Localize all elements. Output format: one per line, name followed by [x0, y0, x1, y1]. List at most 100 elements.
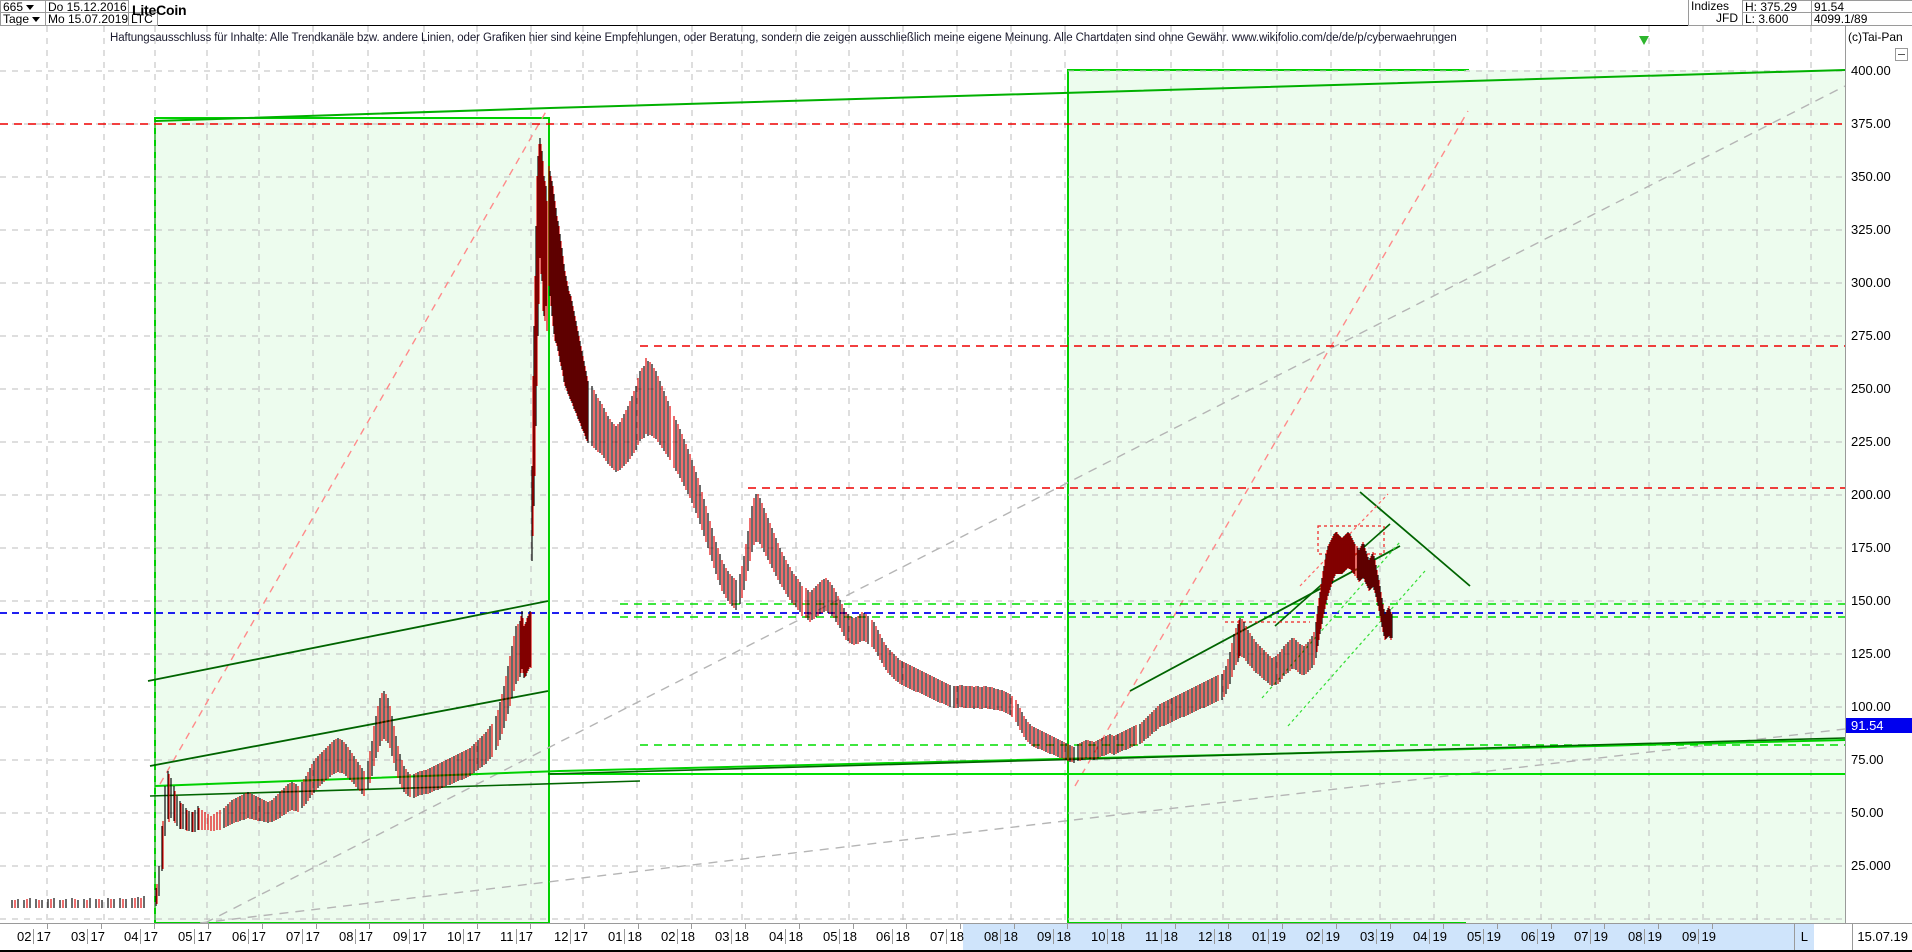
- y-tick-250: 250.00: [1851, 381, 1891, 396]
- segment-2018-11-capitulation: [1015, 700, 1073, 762]
- chevron-down-icon-2: [32, 17, 41, 23]
- date-tick-08-17: [369, 924, 370, 929]
- segment-2017-04-rally-down: [156, 774, 221, 904]
- date-label-year: 19: [1698, 929, 1716, 944]
- date-label-month: 04: [124, 929, 139, 944]
- date-tick-05-17: [208, 924, 209, 929]
- date-label-05-18: 05 18: [823, 929, 857, 944]
- date-label-09-19: 09 19: [1682, 929, 1716, 944]
- date-label-year: 18: [731, 929, 749, 944]
- y-tick-75: 75.00: [1851, 752, 1884, 767]
- ticker-field[interactable]: LTC: [128, 12, 158, 26]
- date-label-month: 05: [1467, 929, 1482, 944]
- date-label-04-19: 04 19: [1413, 929, 1447, 944]
- date-selection-range[interactable]: [963, 924, 1814, 950]
- segment-2017-06-range-up: [223, 782, 297, 828]
- date-label-year: 17: [33, 929, 51, 944]
- date-tick-07-19: [1604, 924, 1605, 929]
- segment-2018-02-up: [591, 361, 669, 472]
- date-label-month: 06: [1521, 929, 1536, 944]
- date-tick-11-18: [1175, 924, 1176, 929]
- segment-2017-09-spike: [367, 691, 409, 796]
- segment-2019-05-cons-down: [1285, 632, 1315, 675]
- date-tick-03-19: [1390, 924, 1391, 929]
- apex-marker-triangle: [1639, 36, 1649, 45]
- segment-2016-12-to-2017-03: [11, 896, 145, 908]
- bars-count-value: 665: [3, 0, 24, 13]
- date-label-year: 17: [194, 929, 212, 944]
- price-scale[interactable]: (c)Tai-Pan 400.00 375.00 350.00 325.00 3…: [1845, 26, 1912, 923]
- segment-2018-11-capitulation-up: [1017, 704, 1075, 763]
- date-tick-01-18: [638, 924, 639, 929]
- interval-value: Tage: [3, 12, 30, 26]
- segment-2018-03-down: [673, 416, 735, 608]
- date-label-10-18: 10 18: [1091, 929, 1125, 944]
- date-label-year: 17: [409, 929, 427, 944]
- date-label-year: 18: [892, 929, 910, 944]
- y-tick-375: 375.00: [1851, 116, 1891, 131]
- date-label-10-17: 10 17: [447, 929, 481, 944]
- segment-2018-03-up: [675, 420, 737, 610]
- segment-2018-10-flat-up: [953, 685, 1011, 715]
- period-low-label: L: 3.600: [1742, 12, 1812, 26]
- date-label-year: 18: [785, 929, 803, 944]
- date-label-month: 07: [286, 929, 301, 944]
- scale-mode-button[interactable]: L: [1793, 924, 1814, 950]
- chart-plot-area[interactable]: [0, 26, 1845, 923]
- date-label-year: 17: [570, 929, 588, 944]
- green-box-2019-right: [1466, 70, 1845, 923]
- interval-dropdown[interactable]: Tage: [0, 12, 46, 26]
- date-tick-11-17: [530, 924, 531, 929]
- date-label-year: 18: [1214, 929, 1232, 944]
- y-tick-100: 100.00: [1851, 699, 1891, 714]
- date-label-year: 17: [463, 929, 481, 944]
- segment-2017-10-base-down: [415, 724, 493, 797]
- date-label-month: 05: [178, 929, 193, 944]
- segment-2018-05-up: [739, 494, 801, 612]
- segment-2018-10-flat-down: [955, 685, 1013, 717]
- date-tick-06-18: [906, 924, 907, 929]
- date-label-08-17: 08 17: [339, 929, 373, 944]
- cursor-date-label: 15.07.19: [1852, 924, 1912, 950]
- date-label-year: 17: [87, 929, 105, 944]
- date-label-year: 18: [1160, 929, 1178, 944]
- provider-text: JFD: [1716, 12, 1738, 25]
- date-label-year: 19: [1322, 929, 1340, 944]
- y-tick-50: 50.00: [1851, 805, 1884, 820]
- dotted-channel-2019-b: [1287, 570, 1426, 727]
- date-label-03-18: 03 18: [715, 929, 749, 944]
- date-to-field[interactable]: Mo 15.07.2019: [45, 12, 129, 26]
- date-label-02-17: 02 17: [17, 929, 51, 944]
- segment-2019-01-base-down: [1079, 725, 1137, 761]
- date-tick-12-18: [1228, 924, 1229, 929]
- date-tick-05-19: [1497, 924, 1498, 929]
- date-to-value: Mo 15.07.2019: [48, 12, 129, 26]
- segment-2019-02-rise-down: [1141, 675, 1219, 743]
- date-tick-01-19: [1282, 924, 1283, 929]
- segment-2018-05-down: [741, 494, 803, 616]
- date-label-year: 19: [1376, 929, 1394, 944]
- date-label-year: 17: [140, 929, 158, 944]
- date-tick-09-18: [1067, 924, 1068, 929]
- segment-2019-05-cons-up: [1283, 636, 1313, 676]
- date-label-06-18: 06 18: [876, 929, 910, 944]
- segment-2019-02-rise-up: [1139, 676, 1217, 744]
- y-tick-300: 300.00: [1851, 275, 1891, 290]
- period-low-text: L: 3.600: [1745, 12, 1789, 26]
- date-label-05-19: 05 19: [1467, 929, 1501, 944]
- y-tick-225: 225.00: [1851, 434, 1891, 449]
- date-scale[interactable]: 02 17 03 17 04 17 05 17 06 17 07 17 08 17 09 17 10 17 11 17…: [0, 923, 1912, 952]
- date-label-year: 17: [355, 929, 373, 944]
- segment-2019-04-breakout-down: [1223, 619, 1283, 697]
- date-label-07-18: 07 18: [930, 929, 964, 944]
- date-label-month: 07: [1574, 929, 1589, 944]
- chevron-down-icon: [26, 5, 35, 11]
- y-tick-200: 200.00: [1851, 487, 1891, 502]
- collapse-scale-button[interactable]: [1895, 48, 1908, 61]
- date-label-year: 19: [1268, 929, 1286, 944]
- date-label-month: 12: [554, 929, 569, 944]
- segment-2019-04-breakout-up: [1221, 618, 1281, 700]
- date-label-07-19: 07 19: [1574, 929, 1608, 944]
- date-label-07-17: 07 17: [286, 929, 320, 944]
